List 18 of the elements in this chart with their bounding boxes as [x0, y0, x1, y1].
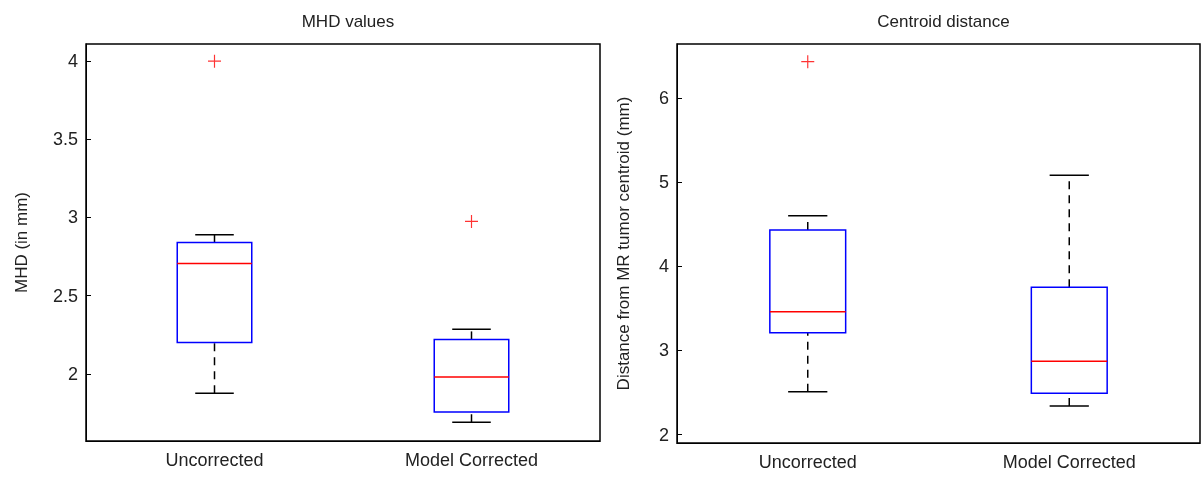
y-tick-label: 2 — [658, 424, 669, 445]
x-tick-label: Model Corrected — [1002, 452, 1136, 472]
x-tick-label: Uncorrected — [758, 452, 857, 472]
y-tick-label: 3.5 — [52, 129, 78, 150]
y-axis-title: Distance from MR tumor centroid (mm) — [614, 96, 633, 391]
y-tick-label: 3 — [658, 340, 669, 361]
x-tick-label: Model Corrected — [404, 450, 539, 470]
y-tick-label: 3 — [67, 207, 78, 228]
y-tick-label: 2 — [67, 363, 78, 384]
chart-title: Centroid distance — [877, 12, 1010, 31]
y-tick-label: 2.5 — [52, 285, 78, 306]
y-tick-label: 4 — [658, 256, 669, 277]
y-tick-label: 6 — [658, 87, 669, 108]
chart-title: MHD values — [301, 12, 395, 31]
x-tick-label: Uncorrected — [165, 450, 264, 470]
y-axis-title: MHD (in mm) — [12, 191, 31, 294]
y-tick-label: 4 — [67, 51, 78, 72]
y-tick-label: 5 — [658, 172, 669, 193]
